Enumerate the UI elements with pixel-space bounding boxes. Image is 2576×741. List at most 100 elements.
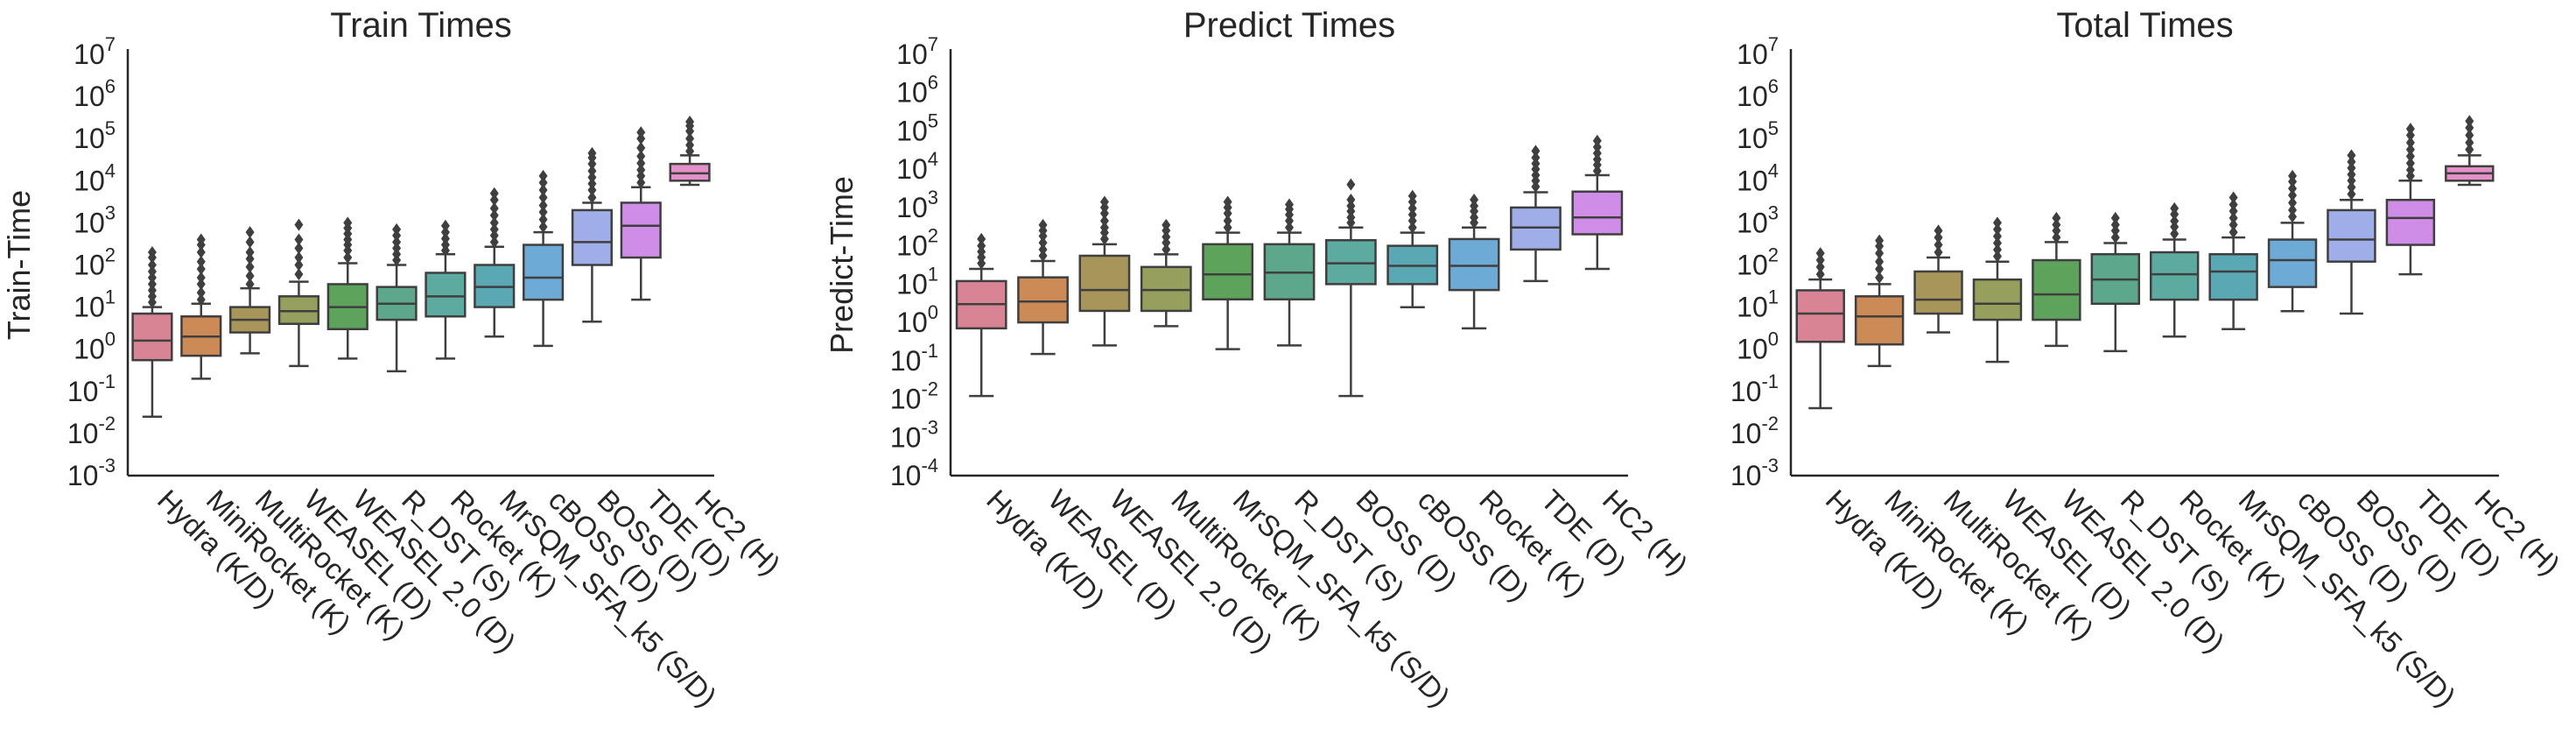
train-outlier-point [636,157,646,170]
train-y-tick-label: 10-1 [67,370,116,407]
train-outlier-point [489,208,499,222]
train-outlier-point [294,233,304,246]
total-y-tick-base: 10 [1737,292,1768,323]
train-outlier-point [636,126,646,139]
total-outlier-point [2110,231,2120,244]
train-y-tick-exponent: 6 [105,75,116,97]
predict-y-tick-base: 10 [896,192,928,223]
train-outlier-point [245,236,255,249]
train-outlier-point [489,216,499,229]
predict-y-tick-label: 106 [896,72,938,109]
train-y-tick-exponent: 2 [105,244,116,266]
predict-y-tick-label: 10-2 [890,378,938,415]
predict-box-body [1324,238,1377,286]
predict-outlier-point [1099,232,1109,245]
train-times-panel: Train TimesTrain-Time10-310-210-11001011… [1,6,787,713]
total-y-tick-label: 10-3 [1730,455,1779,491]
train-outlier-point [636,164,646,177]
train-outlier-point [538,221,548,234]
total-outlier-point [2405,129,2415,142]
train-outlier-point [587,146,597,159]
total-outlier-point [2288,169,2298,182]
train-box-5 [376,222,418,373]
predict-y-tick-base: 10 [896,39,928,70]
total-y-tick-label: 107 [1737,33,1779,70]
predict-y-tick-exponent: -1 [921,340,938,362]
train-y-tick-exponent: 0 [105,328,116,350]
total-box-body [1972,278,2023,321]
total-outlier-point [1875,247,1885,260]
total-outlier-point [2229,191,2238,204]
total-box-body [2267,238,2318,288]
total-outlier-point [1815,254,1825,267]
total-box-8 [2267,169,2318,313]
train-y-tick-label: 104 [74,159,116,196]
train-outlier-point [538,191,548,204]
predict-outlier-point [1285,198,1294,211]
train-outlier-point [392,236,402,249]
predict-outlier-point [1346,193,1356,206]
train-outlier-point [587,177,597,190]
train-outlier-point [587,171,597,184]
predict-y-tick-exponent: -2 [921,378,938,400]
train-y-tick-exponent: 3 [105,201,116,223]
predict-box-10 [1571,134,1624,271]
train-outlier-point [245,226,255,239]
train-box-8 [523,169,565,348]
total-outlier-point [2288,188,2298,201]
train-y-tick-label: 105 [74,117,116,154]
total-outlier-point [2405,150,2415,163]
train-outlier-point [147,265,157,278]
total-box-6 [2149,201,2200,338]
train-y-tick-base: 10 [74,123,105,154]
total-outlier-point [2110,218,2120,231]
total-y-tick-base: 10 [1730,418,1762,449]
train-chart-title: Train Times [330,6,511,45]
train-box-6 [425,219,467,360]
predict-outlier-point [1038,236,1048,250]
predict-times-panel: Predict TimesPredict-Time10-410-310-210-… [824,6,1695,713]
predict-box-5 [1263,198,1316,347]
train-y-tick-base: 10 [67,460,99,491]
train-y-tick-base: 10 [74,39,105,70]
total-outlier-point [1875,255,1885,268]
predict-box-9 [1510,145,1562,283]
total-outlier-point [1934,246,1943,259]
predict-box-body [1571,190,1624,236]
predict-y-tick-exponent: 6 [928,72,938,94]
train-outlier-point [685,145,695,158]
total-outlier-point [2465,115,2474,128]
predict-outlier-point [1407,201,1417,215]
predict-y-tick-exponent: 2 [928,225,938,247]
train-outlier-point [196,286,206,300]
total-outlier-point [2347,149,2356,162]
total-outlier-point [1992,216,2002,229]
train-y-tick-exponent: 1 [105,286,116,308]
train-outlier-point [489,194,499,207]
train-outlier-point [294,251,304,265]
predict-y-tick-base: 10 [890,384,922,415]
train-outlier-point [245,278,255,291]
total-y-tick-base: 10 [1730,376,1762,407]
total-y-tick-exponent: 1 [1768,286,1779,308]
train-y-tick-base: 10 [67,418,99,449]
train-outlier-point [636,150,646,163]
total-outlier-point [2465,143,2474,156]
predict-box-body [1078,254,1131,313]
total-box-body [1913,270,1963,315]
predict-y-tick-label: 10-3 [890,416,938,453]
predict-outlier-point [1285,221,1294,234]
total-times-panel: Total Times10-310-210-110010110210310410… [1730,6,2566,713]
predict-y-tick-base: 10 [896,307,928,338]
total-outlier-point [1815,247,1825,260]
train-y-tick-label: 101 [74,286,116,323]
total-y-tick-exponent: 7 [1768,33,1779,55]
predict-y-tick-label: 103 [896,187,938,223]
train-box-2 [229,226,271,355]
train-outlier-point [489,222,499,236]
total-outlier-point [2229,226,2238,239]
train-outlier-point [538,169,548,182]
predict-outlier-point [1407,208,1417,222]
train-box-9 [571,146,613,323]
predict-y-tick-base: 10 [896,153,928,185]
